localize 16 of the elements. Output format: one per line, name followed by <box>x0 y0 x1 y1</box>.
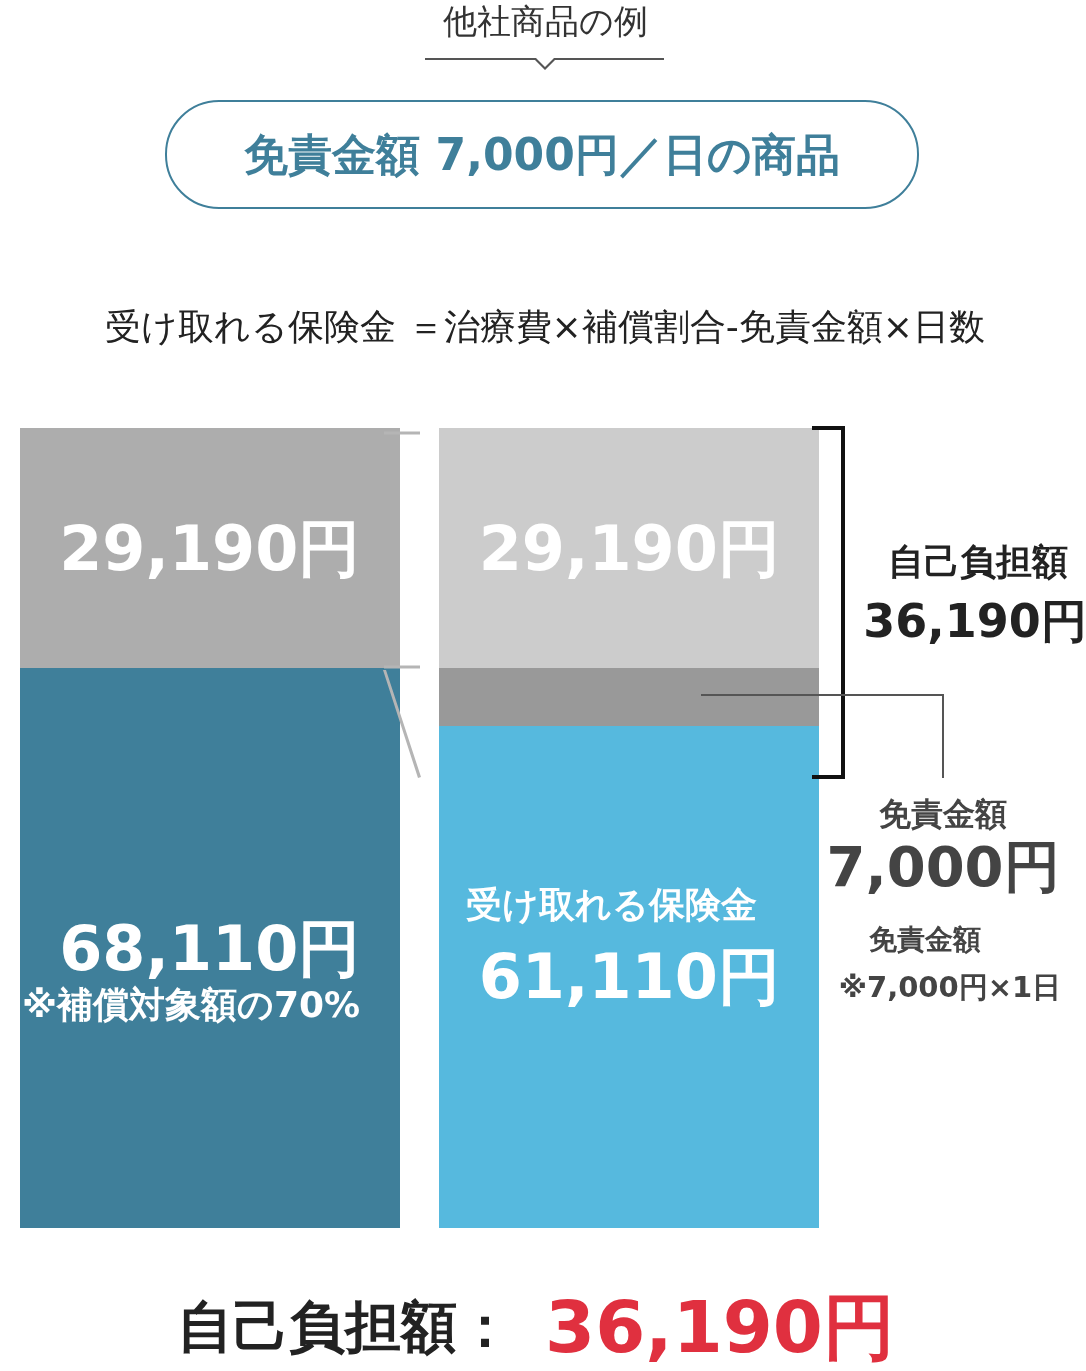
annotation: 7,000円 <box>826 834 1060 899</box>
text: 免責金額 <box>869 922 981 958</box>
text: 36,190円 <box>545 1284 895 1371</box>
text: 自己負担額 <box>888 539 1068 584</box>
data-label: 68,110円 <box>59 911 361 985</box>
chart-subtitle: 免責金額 7,000円／日の商品 <box>244 127 840 182</box>
annotation: ※補償対象額の70% <box>21 982 361 1027</box>
chart-title: 他社商品の例 <box>442 0 648 43</box>
data-label: 61,110円 <box>478 940 780 1014</box>
text: 自己負担額： <box>177 1293 513 1361</box>
data-label: 29,190円 <box>59 511 361 585</box>
text: ※7,000円×1日 <box>838 969 1062 1006</box>
text: 受け取れる保険金 ＝治療費×補償割合-免責金額×日数 <box>105 304 985 349</box>
annotation: 受け取れる保険金 <box>465 882 757 927</box>
text: 36,190円 <box>863 593 1086 650</box>
text: 免責金額 <box>879 795 1007 833</box>
